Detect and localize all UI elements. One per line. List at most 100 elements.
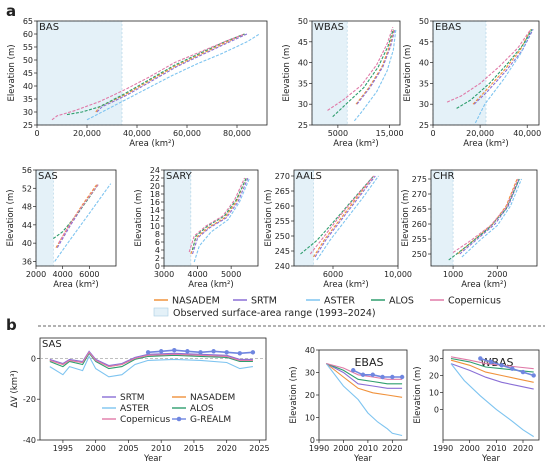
series-line-aster xyxy=(325,363,403,437)
x-tick-label: 2000 xyxy=(86,444,106,453)
series-group xyxy=(188,177,251,263)
g-realm-point xyxy=(224,350,229,355)
series-line-aster xyxy=(54,183,112,262)
series-line-srtm xyxy=(314,175,376,258)
g-realm-point xyxy=(478,356,483,361)
subplot-title: BAS xyxy=(39,22,59,33)
panel-a-legend: NASADEM SRTM ASTER ALOS Copernicus Observed s… xyxy=(153,296,501,319)
y-tick-label: 30 xyxy=(23,108,33,117)
series-line-srtm xyxy=(356,29,396,105)
g-realm-point xyxy=(237,351,242,356)
x-axis-label: Area (km²) xyxy=(188,280,234,290)
series-line-copernicus xyxy=(309,175,375,255)
series-group xyxy=(51,33,260,121)
x-axis-label: Area (km²) xyxy=(53,280,99,290)
y-tick-label: 240 xyxy=(275,262,290,271)
legend-label-aster: ASTER xyxy=(120,404,149,414)
g-realm-point xyxy=(145,350,151,355)
y-tick-label: 20 xyxy=(150,182,160,191)
g-realm-point xyxy=(488,359,494,365)
x-axis-label: Area (km²) xyxy=(323,280,369,290)
y-tick-label: 30 xyxy=(419,100,429,109)
y-tick-label: 50 xyxy=(23,56,33,65)
y-tick-label: 18 xyxy=(150,190,160,199)
subplot-title: SAS xyxy=(42,339,62,350)
x-tick-label: 2000 xyxy=(487,270,507,279)
x-tick-label: 6000 xyxy=(323,270,343,279)
subplot-bas-0: 25 30 35 40 45 50 55 60 65 0 20,000 40,000 60,000 80,… xyxy=(7,17,268,149)
series-group xyxy=(448,178,523,261)
y-tick-label: 10 xyxy=(429,388,439,397)
series-line-nasadem xyxy=(190,177,247,255)
g-realm-point xyxy=(185,349,190,354)
series-line-copernicus xyxy=(452,178,519,253)
series-group xyxy=(446,28,534,124)
y-tick-label: 30 xyxy=(298,100,308,109)
x-tick-label: 15,000 xyxy=(376,129,404,138)
observed-range-band xyxy=(293,169,314,267)
series-line-aster xyxy=(193,177,251,263)
y-tick-label: 50 xyxy=(298,17,308,26)
y-tick-label: 255 xyxy=(412,235,427,244)
y-tick-label: 12 xyxy=(150,214,160,223)
x-axis-label: Year xyxy=(353,454,373,464)
legend-label-observed-band: Observed surface-area range (1993–2024) xyxy=(173,308,376,319)
series-line-nasadem xyxy=(457,178,518,255)
x-tick-label: 20,000 xyxy=(73,129,101,138)
y-tick-label: 22 xyxy=(150,174,160,183)
subplot-aals-5: 240 245 250 255 260 265 270 6000 10,000 Area (km²… xyxy=(264,169,412,290)
axes-frame xyxy=(430,169,538,267)
y-axis-label: Elevation (m) xyxy=(403,44,413,101)
x-tick-label: 40,000 xyxy=(513,129,541,138)
series-line-copernicus xyxy=(446,28,532,103)
axes-frame xyxy=(293,169,399,267)
y-tick-label: 275 xyxy=(412,175,427,184)
g-realm-point xyxy=(510,366,515,371)
series-line-alos xyxy=(191,177,247,251)
y-axis-label: Elevation (m) xyxy=(134,189,144,246)
x-tick-label: 2015 xyxy=(184,444,204,453)
x-tick-label: 2010 xyxy=(358,444,378,453)
y-tick-label: 35 xyxy=(298,79,308,88)
observed-range-band xyxy=(311,20,348,126)
y-tick-label: 0 xyxy=(31,354,36,363)
y-axis-label: Elevation (m) xyxy=(282,44,292,101)
y-tick-label: 245 xyxy=(275,247,290,256)
x-axis-label: Year xyxy=(481,454,501,464)
observed-range-band xyxy=(36,20,123,126)
legend-label-nasadem: NASADEM xyxy=(172,296,220,307)
y-tick-label: 25 xyxy=(23,121,33,130)
y-tick-label: 45 xyxy=(298,38,308,47)
y-tick-label: 40 xyxy=(305,346,315,355)
y-tick-label: 255 xyxy=(275,217,290,226)
x-tick-label: 1990 xyxy=(309,444,329,453)
legend-label-srtm: SRTM xyxy=(120,393,145,403)
y-tick-label: 265 xyxy=(275,187,290,196)
axes-frame xyxy=(432,20,540,126)
y-tick-label: 45 xyxy=(419,38,429,47)
axes-frame xyxy=(311,20,401,126)
x-tick-label: 40,000 xyxy=(123,129,151,138)
g-realm-point xyxy=(360,372,366,377)
series-line-alos xyxy=(326,362,403,385)
y-tick-label: 35 xyxy=(23,95,33,104)
x-axis-label: Area (km²) xyxy=(461,280,507,290)
y-tick-label: 60 xyxy=(23,30,33,39)
series-line-srtm xyxy=(96,33,248,113)
axes-frame xyxy=(39,337,267,441)
series-line-copernicus xyxy=(51,33,245,121)
series-line-alos xyxy=(456,29,533,109)
y-tick-label: 20 xyxy=(429,371,439,380)
x-axis-label: Year xyxy=(143,454,163,464)
subplot-ebas-8: 0 10 20 30 40 1990 2000 2010 2020 Year Elevation (… xyxy=(289,346,408,464)
y-tick-label: 36 xyxy=(22,257,32,266)
series-group xyxy=(52,183,112,262)
x-tick-label: 6000 xyxy=(79,270,99,279)
x-tick-label: 2000 xyxy=(26,270,46,279)
y-tick-label: 35 xyxy=(419,79,429,88)
subplot-ebas-2: 25 30 35 40 45 50 0 20,000 40,000 Area (km²) Eleva… xyxy=(403,17,541,149)
y-tick-label: 44 xyxy=(22,221,32,230)
